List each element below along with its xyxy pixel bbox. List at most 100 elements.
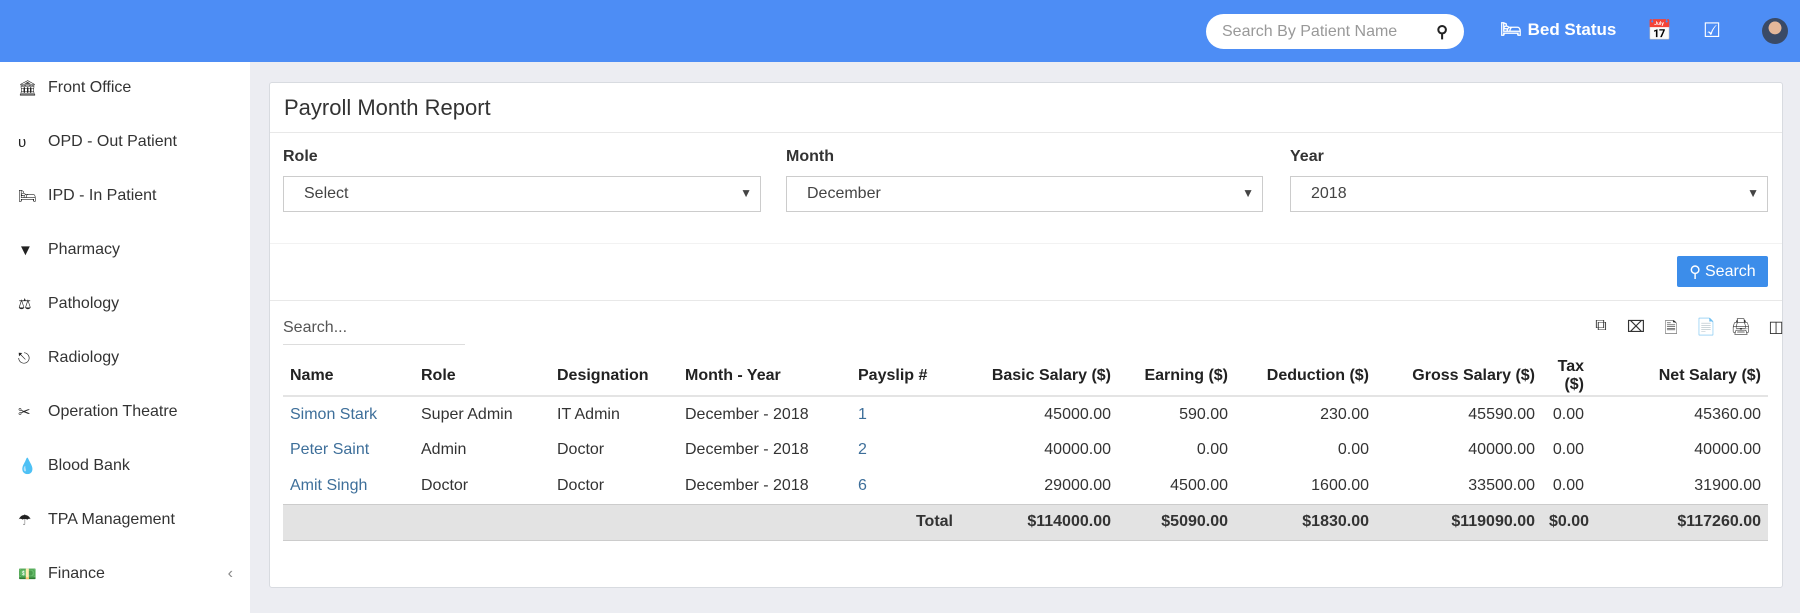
col-header[interactable]: Tax ($) — [1542, 357, 1591, 397]
cell-role: Doctor — [421, 476, 469, 494]
total-deduction: $1830.00 — [1235, 503, 1376, 541]
month-select[interactable]: December ▼ — [786, 176, 1263, 212]
patient-search-input[interactable]: Search By Patient Name ⚲ — [1206, 14, 1464, 49]
copy-icon[interactable]: ⧉ — [1595, 317, 1607, 334]
col-header[interactable]: Name — [283, 357, 414, 397]
cell-payslip[interactable]: 1 — [858, 405, 867, 423]
excel-icon[interactable]: ⌧ — [1626, 319, 1646, 336]
cell-deduction: 1600.00 — [1311, 476, 1369, 494]
cell-designation: Doctor — [557, 476, 605, 494]
csv-icon[interactable]: 🗎 — [1664, 320, 1678, 337]
sidebar-item-radiology[interactable]: ⎋ Radiology — [18, 349, 233, 367]
sidebar: 🏛 Front Office ᴜ OPD - Out Patient 🛏 IPD - … — [0, 62, 250, 613]
cell-basic-salary: 40000.00 — [1044, 441, 1111, 458]
scissors-icon: ✂ — [18, 404, 31, 421]
sidebar-label: Front Office — [48, 79, 132, 96]
total-earning: $5090.00 — [1118, 503, 1235, 541]
cell-deduction: 0.00 — [1337, 441, 1369, 458]
caret-down-icon: ▼ — [740, 186, 752, 200]
cell-name[interactable]: Amit Singh — [290, 476, 368, 494]
export-toolbar: ⧉ ⌧ 🗎 📄 🖨 ◫ — [1590, 317, 1787, 344]
cell-name[interactable]: Peter Saint — [290, 441, 370, 458]
cell-gross-salary: 45590.00 — [1468, 405, 1535, 423]
page-title: Payroll Month Report — [284, 95, 491, 120]
col-header[interactable]: Role — [414, 357, 550, 397]
col-header[interactable]: Gross Salary ($) — [1376, 357, 1542, 397]
top-navbar: Search By Patient Name ⚲ 🛏 Bed Status 📅 … — [0, 0, 1800, 62]
cell-tax: 0.00 — [1552, 476, 1584, 494]
table-row: Peter Saint Admin Doctor December - 2018 2 40… — [283, 432, 1768, 468]
cell-designation: IT Admin — [557, 405, 620, 423]
cell-gross-salary: 33500.00 — [1468, 476, 1535, 494]
cell-payslip[interactable]: 6 — [858, 476, 867, 494]
tint-icon: 💧 — [18, 458, 37, 475]
sidebar-label: Operation Theatre — [48, 403, 178, 420]
cell-net-salary: 40000.00 — [1694, 441, 1761, 458]
col-header[interactable]: Earning ($) — [1118, 357, 1235, 397]
cell-role: Super Admin — [421, 405, 513, 423]
umbrella-icon: ☂ — [18, 512, 32, 529]
avatar[interactable] — [1762, 18, 1788, 44]
chevron-left-icon: ‹ — [227, 565, 233, 582]
sidebar-item-pathology[interactable]: ⚖ Pathology — [18, 295, 233, 313]
cell-tax: 0.00 — [1552, 441, 1584, 458]
cell-deduction: 230.00 — [1320, 405, 1369, 423]
mortar-pestle-icon: ▼ — [18, 241, 33, 259]
sidebar-label: Radiology — [48, 349, 120, 366]
table-row: Amit Singh Doctor Doctor December - 2018 6 29… — [283, 468, 1768, 504]
search-icon[interactable]: ⚲ — [1436, 23, 1448, 41]
sidebar-item-pharmacy[interactable]: ▼ Pharmacy — [18, 241, 233, 259]
col-header[interactable]: Net Salary ($) — [1591, 357, 1768, 397]
search-button[interactable]: ⚲ Search — [1677, 256, 1768, 287]
sidebar-item-front-office[interactable]: 🏛 Front Office — [18, 79, 233, 97]
sidebar-item-finance[interactable]: 💵 Finance ‹ — [18, 565, 233, 583]
sidebar-item-operation-theatre[interactable]: ✂ Operation Theatre — [18, 403, 233, 421]
table-header-row: Name Role Designation Month - Year Paysl… — [283, 357, 1768, 397]
cell-month-year: December - 2018 — [685, 441, 809, 458]
search-icon: ⚲ — [1689, 263, 1701, 281]
year-select[interactable]: 2018 ▼ — [1290, 176, 1768, 212]
cell-month-year: December - 2018 — [685, 476, 809, 494]
col-header[interactable]: Month - Year — [678, 357, 851, 397]
cell-name[interactable]: Simon Stark — [290, 405, 378, 423]
sidebar-item-tpa-management[interactable]: ☂ TPA Management — [18, 511, 233, 529]
sidebar-label: OPD - Out Patient — [48, 133, 177, 150]
col-header[interactable]: Payslip # — [851, 357, 960, 397]
cell-earning: 4500.00 — [1170, 476, 1228, 494]
divider — [270, 243, 1782, 244]
month-value: December — [807, 185, 881, 202]
year-value: 2018 — [1311, 185, 1347, 202]
year-label: Year — [1290, 148, 1324, 165]
sidebar-item-blood-bank[interactable]: 💧 Blood Bank — [18, 457, 233, 475]
calendar-icon[interactable]: 📅 — [1647, 20, 1672, 42]
role-select[interactable]: Select ▼ — [283, 176, 761, 212]
role-label: Role — [283, 148, 318, 165]
microscope-icon: ⎋ — [18, 349, 30, 367]
cell-basic-salary: 45000.00 — [1044, 405, 1111, 423]
columns-icon[interactable]: ◫ — [1768, 319, 1784, 336]
print-icon[interactable]: 🖨 — [1730, 319, 1752, 336]
sidebar-item-opd[interactable]: ᴜ OPD - Out Patient — [18, 133, 233, 151]
task-checkbox-icon[interactable]: ☑ — [1703, 20, 1721, 42]
payroll-table: Name Role Designation Month - Year Paysl… — [283, 357, 1768, 541]
col-header[interactable]: Designation — [550, 357, 678, 397]
col-header[interactable]: Deduction ($) — [1235, 357, 1376, 397]
sidebar-label: IPD - In Patient — [48, 187, 157, 204]
flask-icon: ⚖ — [18, 296, 32, 313]
pdf-icon[interactable]: 📄 — [1696, 319, 1716, 336]
month-label: Month — [786, 148, 834, 165]
cell-role: Admin — [421, 441, 467, 458]
total-row: Total $114000.00 $5090.00 $1830.00 $119090.0… — [283, 503, 1768, 541]
col-header[interactable]: Basic Salary ($) — [960, 357, 1118, 397]
total-label: Total — [283, 503, 960, 541]
table-row: Simon Stark Super Admin IT Admin December -… — [283, 396, 1768, 432]
stethoscope-icon: ᴜ — [18, 133, 27, 151]
table-search-input[interactable]: Search... — [283, 319, 465, 345]
bed-status-link[interactable]: 🛏 Bed Status — [1500, 20, 1616, 40]
bed-icon: 🛏 — [1500, 20, 1522, 39]
sidebar-label: Pharmacy — [48, 241, 121, 258]
cell-payslip[interactable]: 2 — [858, 441, 867, 458]
sidebar-item-ipd[interactable]: 🛏 IPD - In Patient — [18, 187, 233, 205]
total-tax: $0.00 — [1542, 503, 1591, 541]
total-basic-salary: $114000.00 — [960, 503, 1118, 541]
